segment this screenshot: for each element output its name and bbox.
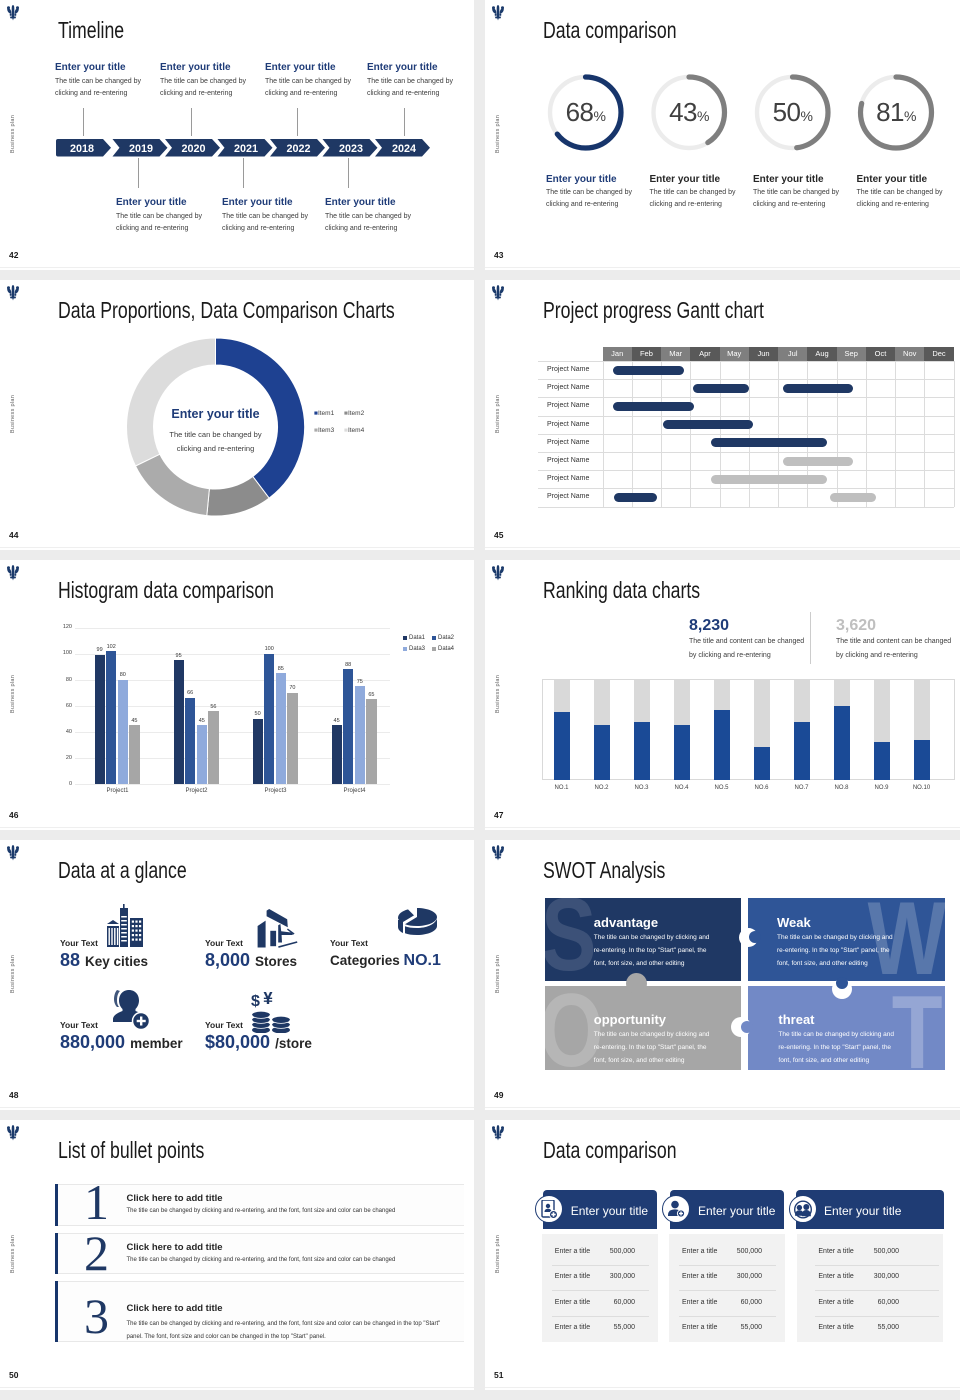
svg-text:2024: 2024 [392, 143, 416, 155]
svg-text:¥: ¥ [263, 992, 273, 1008]
svg-text:$: $ [251, 993, 260, 1010]
svg-text:2019: 2019 [129, 143, 153, 155]
svg-text:2020: 2020 [181, 143, 205, 155]
svg-text:2023: 2023 [339, 143, 363, 155]
svg-text:2021: 2021 [234, 143, 258, 155]
svg-text:2018: 2018 [70, 143, 94, 155]
svg-text:2022: 2022 [286, 143, 310, 155]
